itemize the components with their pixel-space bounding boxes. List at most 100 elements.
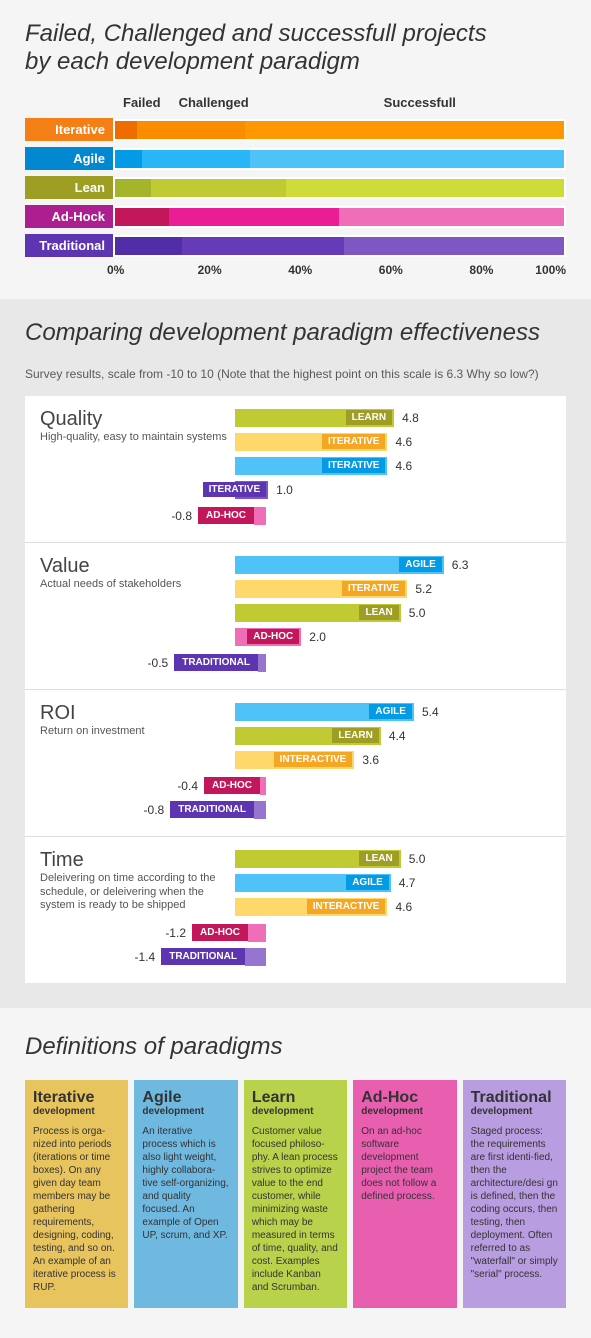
seg-failed xyxy=(115,121,137,139)
bar-pos: LEARN xyxy=(235,409,394,427)
bar-neg-value: -1.4 xyxy=(135,950,156,964)
bar-value: 5.0 xyxy=(409,606,426,620)
title-line1: Failed, Challenged and successfull proje… xyxy=(25,20,487,47)
definitions-section: Definitions of paradigms Iterative devel… xyxy=(0,1008,591,1338)
seg-challenged xyxy=(137,121,245,139)
bar-tag: ITERATIVE xyxy=(322,458,385,473)
seg-failed xyxy=(115,208,169,226)
bar-neg-ext xyxy=(258,654,266,672)
seg-challenged xyxy=(142,150,250,168)
bar-row: AGILE 4.7 xyxy=(235,873,551,893)
stacked-row: Agile xyxy=(25,147,566,170)
metric-name: Quality xyxy=(40,408,235,431)
bar-row: AGILE 5.4 xyxy=(235,702,551,722)
bar-row-neg: -0.8 TRADITIONAL xyxy=(25,800,566,820)
seg-challenged xyxy=(151,179,286,197)
bar-row: ITERATIVE 1.0 xyxy=(235,480,551,500)
bar-neg-tag: TRADITIONAL xyxy=(174,654,258,671)
def-sub: development xyxy=(33,1106,120,1117)
bar-tag: LEAN xyxy=(359,605,398,620)
bar-neg-tag: TRADITIONAL xyxy=(170,801,254,818)
stacked-bars xyxy=(113,206,566,228)
bar-row: LEARN 4.4 xyxy=(235,726,551,746)
header-successfull: Successfull xyxy=(384,95,456,110)
metric-name: ROI xyxy=(40,702,235,725)
def-title: Iterative xyxy=(33,1090,120,1106)
bar-pos: AD-HOC xyxy=(235,628,301,646)
seg-challenged xyxy=(182,237,344,255)
bar-row: ITERATIVE 4.6 xyxy=(235,456,551,476)
stacked-chart-section: Failed, Challenged and successfull proje… xyxy=(0,0,591,299)
bar-neg-ext xyxy=(260,777,266,795)
bar-pos: LEAN xyxy=(235,850,401,868)
bar-value: 5.0 xyxy=(409,852,426,866)
seg-successfull xyxy=(344,237,564,255)
bar-pos: AGILE xyxy=(235,703,414,721)
bar-value: 6.3 xyxy=(452,558,469,572)
metric-desc: Deleivering on time according to the sch… xyxy=(40,872,235,913)
stacked-row: Lean xyxy=(25,176,566,199)
def-sub: development xyxy=(361,1106,448,1117)
stacked-label: Traditional xyxy=(25,234,113,257)
bar-pos: INTERACTIVE xyxy=(235,751,354,769)
section2-subtitle: Survey results, scale from -10 to 10 (No… xyxy=(0,367,591,381)
bar-neg-value: -0.5 xyxy=(148,656,169,670)
def-text: Customer value focused philoso-phy. A le… xyxy=(252,1125,339,1294)
bar-value: 4.6 xyxy=(395,900,412,914)
bar-tag: LEAN xyxy=(359,851,398,866)
header-failed: Failed xyxy=(123,95,161,110)
def-title: Learn xyxy=(252,1090,339,1106)
bar-neg-value: -1.2 xyxy=(165,926,186,940)
bar-tag: LEARN xyxy=(346,410,392,425)
metric-block: Time Deleivering on time according to th… xyxy=(25,836,566,983)
def-text: An iterative process which is also light… xyxy=(142,1125,229,1242)
bar-neg-value: -0.8 xyxy=(144,803,165,817)
bar-value: 5.2 xyxy=(415,582,432,596)
axis-tick: 100% xyxy=(535,263,566,277)
definition-card: Iterative development Process is orga-ni… xyxy=(25,1080,128,1308)
def-text: On an ad-hoc software development projec… xyxy=(361,1125,448,1203)
bar-tag: ITERATIVE xyxy=(342,581,405,596)
stacked-bars xyxy=(113,235,566,257)
stacked-header: Failed Challenged Successfull xyxy=(25,95,566,110)
def-title: Agile xyxy=(142,1090,229,1106)
metric-desc: High-quality, easy to maintain systems xyxy=(40,431,235,445)
bar-pos: ITERATIVE xyxy=(235,457,387,475)
bar-row-neg: -1.4 TRADITIONAL xyxy=(25,947,566,967)
bar-neg-ext xyxy=(254,507,266,525)
stacked-label: Iterative xyxy=(25,118,113,141)
def-title: Ad-Hoc xyxy=(361,1090,448,1106)
bar-pos: ITERATIVE xyxy=(235,481,268,499)
definition-card: Learn development Customer value focused… xyxy=(244,1080,347,1308)
bar-tag: AD-HOC xyxy=(247,629,299,644)
title-line2: by each development paradigm xyxy=(25,48,360,75)
bar-neg-ext xyxy=(245,948,266,966)
definition-cards: Iterative development Process is orga-ni… xyxy=(25,1080,566,1308)
bar-value: 4.7 xyxy=(399,876,416,890)
seg-failed xyxy=(115,150,142,168)
stacked-row: Iterative xyxy=(25,118,566,141)
metric-info: Time Deleivering on time according to th… xyxy=(25,849,235,921)
definition-card: Traditional development Staged process: … xyxy=(463,1080,566,1308)
axis-tick: 40% xyxy=(288,263,312,277)
bar-tag: AGILE xyxy=(399,557,442,572)
bar-pos: AGILE xyxy=(235,874,391,892)
bar-row: LEARN 4.8 xyxy=(235,408,551,428)
def-text: Staged process: the requirements are fir… xyxy=(471,1125,558,1281)
metric-bars: AGILE 6.3 ITERATIVE 5.2 LEAN 5.0 AD-HOC … xyxy=(235,555,566,651)
effectiveness-section: Comparing development paradigm effective… xyxy=(0,299,591,1008)
metric-block: Value Actual needs of stakeholders AGILE… xyxy=(25,542,566,689)
bar-row: ITERATIVE 4.6 xyxy=(235,432,551,452)
section1-title: Failed, Challenged and successfull proje… xyxy=(25,20,566,75)
metric-name: Value xyxy=(40,555,235,578)
bar-pos: AGILE xyxy=(235,556,444,574)
bar-neg-ext xyxy=(254,801,266,819)
bar-pos: LEARN xyxy=(235,727,381,745)
seg-failed xyxy=(115,179,151,197)
bar-tag: ITERATIVE xyxy=(322,434,385,449)
seg-successfull xyxy=(245,121,564,139)
stacked-row: Ad-Hock xyxy=(25,205,566,228)
def-sub: development xyxy=(142,1106,229,1117)
bar-value: 4.6 xyxy=(395,435,412,449)
bar-neg-tag: AD-HOC xyxy=(204,777,260,794)
